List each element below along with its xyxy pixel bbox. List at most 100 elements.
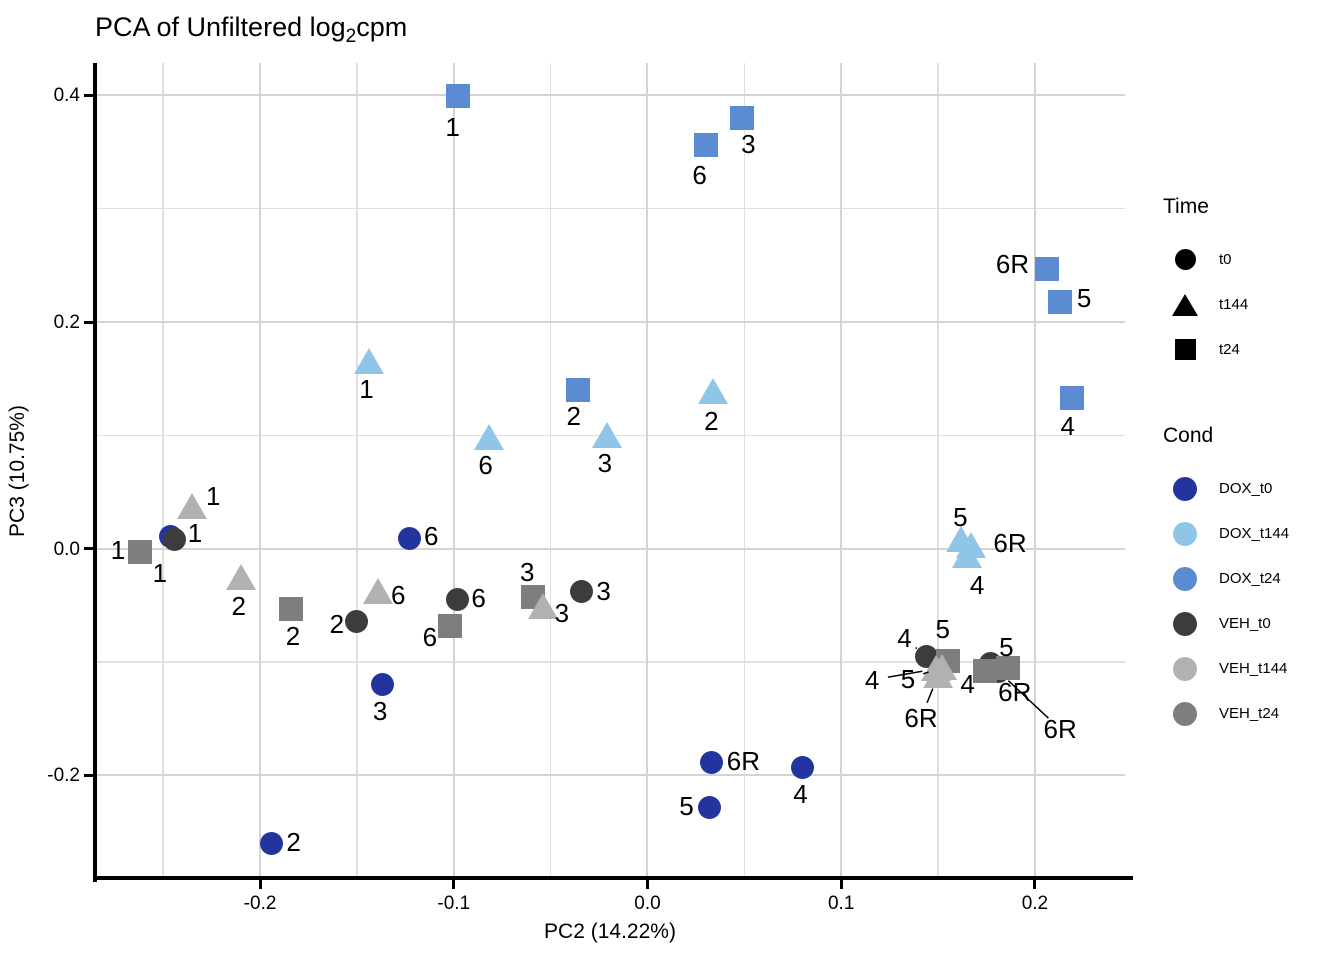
point-label-VEH_t144-1: 1 <box>206 480 221 511</box>
circle-icon <box>1174 249 1196 270</box>
legend-glyph-box <box>1163 701 1207 726</box>
point-label-VEH_t144-5: 5 <box>900 663 916 694</box>
legend-glyph-box <box>1163 293 1207 316</box>
point-label-DOX_t24-5: 5 <box>1076 282 1092 313</box>
legend-cond-item-label: VEH_t0 <box>1219 615 1271 632</box>
point-label-DOX_t0-5: 5 <box>679 791 694 822</box>
y-axis-line <box>93 63 97 882</box>
x-tick-mark <box>452 880 456 889</box>
point-VEH_t24-4 <box>972 659 997 684</box>
y-tick-label: 0.4 <box>53 85 80 107</box>
y-major-gridline <box>95 547 1125 550</box>
legend-time-item-t0: t0 <box>1163 237 1341 282</box>
point-VEH_t144-3 <box>527 592 558 619</box>
point-label-DOX_t144-1: 1 <box>359 373 374 404</box>
point-label-DOX_t24-1: 1 <box>445 112 460 143</box>
point-label-DOX_t0-3: 3 <box>372 695 388 726</box>
point-label-DOX_t24-6R: 6R <box>995 248 1030 279</box>
x-tick-mark <box>645 880 649 889</box>
y-axis-title: PC3 (10.75%) <box>6 405 29 537</box>
point-DOX_t0-5 <box>697 795 721 819</box>
x-major-gridline <box>646 63 649 878</box>
point-label-VEH_t0-5: 5 <box>999 632 1014 663</box>
point-DOX_t0-6R <box>699 751 723 775</box>
legend-glyph-box <box>1163 339 1207 360</box>
point-VEH_t0-6 <box>446 588 470 612</box>
point-label-VEH_t0-6R: 6R <box>1043 714 1077 745</box>
point-label-VEH_t0-4: 4 <box>897 623 912 654</box>
circle-swatch-icon <box>1173 476 1197 501</box>
y-tick-mark <box>84 547 93 551</box>
y-tick-label: 0.2 <box>53 312 80 333</box>
point-label-VEH_t144-2: 2 <box>231 591 246 622</box>
point-label-VEH_t24-6: 6 <box>422 621 438 652</box>
point-VEH_t0-1 <box>163 528 187 552</box>
y-minor-gridline <box>95 207 1125 210</box>
legend-glyph-box <box>1163 521 1207 546</box>
point-DOX_t0-3 <box>370 673 394 697</box>
x-tick-mark <box>1033 880 1037 889</box>
y-tick-label: 0.0 <box>53 538 80 560</box>
legend-time: Time t0 t144 t24 <box>1163 195 1341 372</box>
legend-cond-item-label: VEH_t144 <box>1219 660 1288 677</box>
point-label-DOX_t144-6R: 6R <box>993 528 1027 559</box>
point-label-DOX_t0-1: 1 <box>187 518 203 549</box>
legend-time-item-label: t24 <box>1219 341 1240 358</box>
circle-swatch-icon <box>1173 611 1197 636</box>
square-icon <box>1174 339 1196 360</box>
legend-cond: Cond DOX_t0 DOX_t144 DOX_t24 VEH_t0 VEH_t144… <box>1163 424 1341 736</box>
leader-line-VEH_t144-6R <box>926 688 934 704</box>
circle-swatch-icon <box>1173 701 1197 726</box>
point-label-VEH_t0-3: 3 <box>596 575 611 606</box>
point-label-DOX_t0-6: 6 <box>423 520 439 551</box>
point-label-VEH_t24-3: 3 <box>519 557 535 588</box>
legend-time-item-label: t144 <box>1219 296 1249 313</box>
x-tick-label: 0.2 <box>1021 893 1049 914</box>
y-tick-mark <box>84 93 93 97</box>
point-VEH_t144-1 <box>177 492 208 519</box>
circle-swatch-icon <box>1173 521 1197 546</box>
legend-cond-item-label: DOX_t0 <box>1219 480 1273 497</box>
x-minor-gridline <box>356 63 358 878</box>
point-label-DOX_t144-5: 5 <box>953 501 968 532</box>
legend-glyph-box <box>1163 566 1207 591</box>
y-major-gridline <box>95 321 1125 323</box>
point-VEH_t24-1 <box>127 540 152 565</box>
y-tick-mark <box>84 320 93 324</box>
y-major-gridline <box>95 94 1125 97</box>
point-label-VEH_t144-6: 6 <box>390 579 406 610</box>
legend-time-item-label: t0 <box>1219 251 1232 268</box>
chart-title-suffix: cpm <box>356 12 408 42</box>
point-DOX_t144-2 <box>698 378 729 405</box>
point-label-DOX_t144-4: 4 <box>969 569 985 600</box>
legend-time-item-t24: t24 <box>1163 327 1341 372</box>
point-VEH_t144-2 <box>225 564 256 591</box>
legend-cond-item-label: DOX_t24 <box>1219 570 1281 587</box>
legend-time-title: Time <box>1163 195 1209 218</box>
x-minor-gridline <box>162 63 164 878</box>
y-major-gridline <box>95 774 1125 777</box>
point-label-DOX_t24-4: 4 <box>1060 410 1075 441</box>
point-label-VEH_t0-2: 2 <box>329 609 345 640</box>
x-tick-mark <box>258 880 262 889</box>
chart-title-text: PCA of Unfiltered log <box>95 12 346 42</box>
point-DOX_t144-4 <box>952 541 983 568</box>
legend-time-item-t144: t144 <box>1163 282 1341 327</box>
x-tick-label: -0.1 <box>437 893 471 914</box>
x-minor-gridline <box>937 63 939 878</box>
y-tick-label: -0.2 <box>47 765 80 787</box>
point-label-DOX_t0-2: 2 <box>286 827 301 858</box>
point-VEH_t0-2 <box>345 609 369 633</box>
legend-cond-item-label: VEH_t24 <box>1219 705 1280 722</box>
point-label-DOX_t144-3: 3 <box>597 448 613 479</box>
point-label-DOX_t24-6: 6 <box>692 160 707 191</box>
x-major-gridline <box>452 63 455 878</box>
point-DOX_t24-3 <box>730 105 755 130</box>
circle-swatch-icon <box>1173 566 1197 591</box>
legend-glyph-box <box>1163 476 1207 501</box>
point-VEH_t0-3 <box>570 580 594 604</box>
x-minor-gridline <box>743 63 746 878</box>
point-label-VEH_t144-3: 3 <box>554 597 570 628</box>
